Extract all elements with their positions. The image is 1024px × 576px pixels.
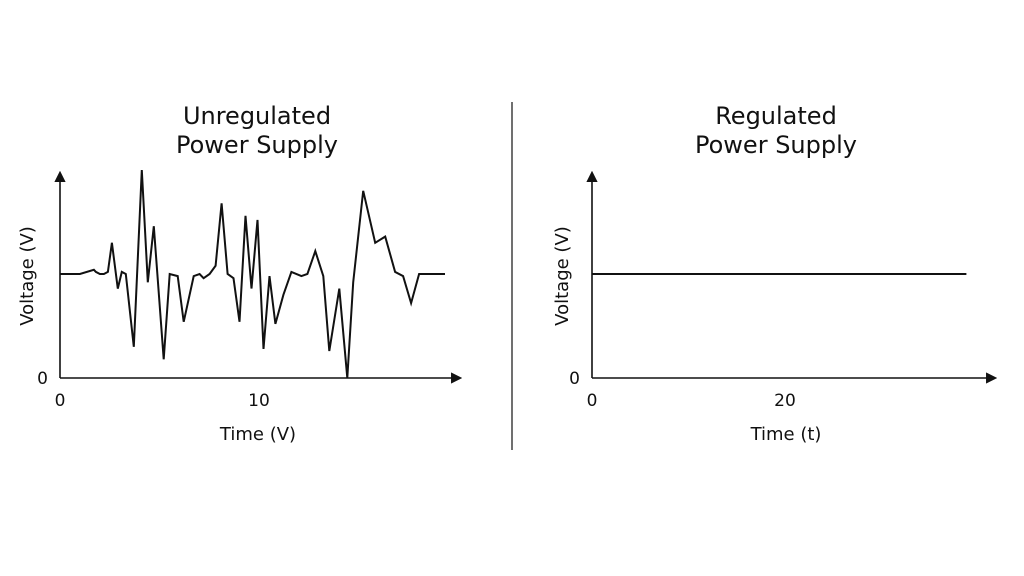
unregulated-chart: Unregulated Power Supply Voltage (V) Tim… bbox=[17, 102, 463, 445]
x-tick-label: 10 bbox=[248, 391, 270, 411]
chart-title-line-1: Regulated bbox=[715, 102, 837, 130]
y-tick-label: 0 bbox=[569, 369, 580, 389]
x-axis-label: Time (V) bbox=[219, 424, 296, 445]
x-axis-label: Time (t) bbox=[750, 424, 822, 445]
y-axis-label: Voltage (V) bbox=[17, 226, 38, 326]
chart-title-line-2: Power Supply bbox=[695, 131, 857, 159]
x-tick-label: 0 bbox=[587, 391, 598, 411]
y-axis-label: Voltage (V) bbox=[552, 226, 573, 326]
x-tick-label: 0 bbox=[55, 391, 66, 411]
regulated-chart: Regulated Power Supply Voltage (V) Time … bbox=[552, 102, 998, 445]
chart-title-line-1: Unregulated bbox=[183, 102, 331, 130]
chart-title-line-2: Power Supply bbox=[176, 131, 338, 159]
x-tick-label: 20 bbox=[774, 391, 796, 411]
unregulated-voltage-line bbox=[60, 169, 445, 379]
y-tick-label: 0 bbox=[37, 369, 48, 389]
